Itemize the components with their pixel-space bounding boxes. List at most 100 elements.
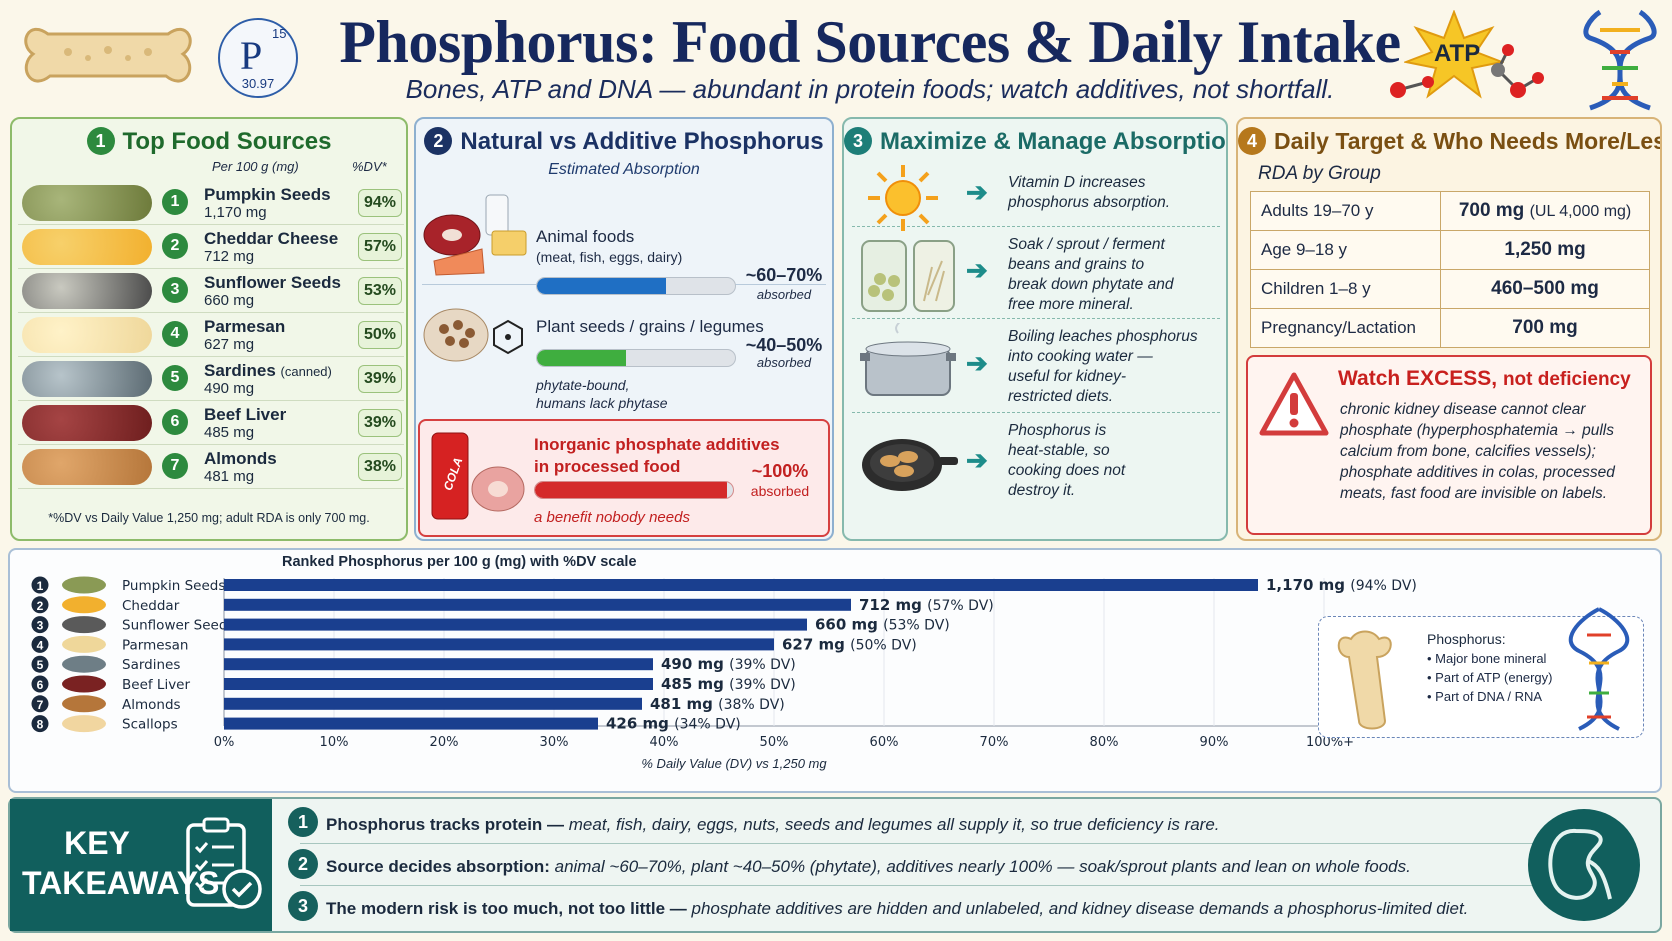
pan-icon [858,417,958,506]
absorption-tip-text: Vitamin D increases phosphorus absorption… [1008,173,1170,213]
food-mg: 490 mg [204,380,255,397]
rda-group: Children 1–8 y [1249,269,1442,309]
rda-group: Adults 19–70 y [1249,191,1442,231]
chart-value-dv: (39% DV) [729,677,796,693]
takeaway-number: 3 [288,891,318,921]
panel1-title: 1 Top Food Sources [12,127,406,156]
bone-illustration [18,14,198,100]
rda-row: Pregnancy/Lactation 700 mg [1249,308,1650,348]
plant-foods-label: Plant seeds / grains / legumes [536,317,764,336]
takeaway-number: 1 [288,807,318,837]
x-tick-label: 50% [760,735,789,750]
chart-bar [224,678,653,690]
food-rank: 5 [162,365,188,391]
x-tick-label: 40% [650,735,679,750]
chart-value-mg: 712 mg [859,596,927,614]
key-takeaways-label-2: TAKEAWAYS [22,865,220,901]
takeaway-lead: Source decides absorption: [326,857,550,876]
additive-absorption-pct: ~100% [751,461,809,481]
rda-value: 700 mg [1512,317,1578,338]
chart-rank-number: 8 [37,718,44,732]
element-badge: P 15 30.97 [218,18,298,98]
food-name-text: Almonds [204,449,277,468]
chart-rank-badge [31,655,49,673]
x-tick-label: 20% [430,735,459,750]
tip-line: beans and grains to [1008,256,1145,273]
key-takeaways-label: KEY TAKEAWAYS [22,823,220,903]
additive-absorption-fill [535,482,728,498]
chart-bar [224,638,774,651]
x-tick-label: 60% [870,735,899,750]
rda-group: Pregnancy/Lactation [1249,308,1442,348]
chart-rank-number: 6 [37,678,44,692]
panel3-number: 3 [844,127,872,155]
takeaway-item: 3 The modern risk is too much, not too li… [288,891,1468,925]
food-name: Parmesan [204,317,285,337]
tip-line: into cooking water — [1008,348,1153,365]
food-mg: 1,170 mg [204,204,267,221]
chart-value-mg: 485 mg [661,675,729,693]
food-row: 5 Sardines (canned) 490 mg 39% [18,357,404,401]
absorption-tip: ➔ Vitamin D increases phosphorus absorptio… [852,163,1220,231]
tip-line: Vitamin D increases [1008,174,1146,191]
plant-absorption-fill [537,350,627,366]
food-row: 1 Pumpkin Seeds 1,170 mg 94% [18,181,404,225]
page-subtitle: Bones, ATP and DNA — abundant in protein… [405,74,1335,104]
x-tick-label: 90% [1200,735,1229,750]
chart-value-dv: (50% DV) [850,637,917,653]
excess-title-a: Watch EXCESS, [1338,367,1498,390]
inset-bone-icon [1333,627,1413,731]
x-tick-label: 0% [214,735,235,750]
plant-detail-1: phytate-bound, [536,377,630,393]
x-axis-label: % Daily Value (DV) vs 1,250 mg [641,756,827,771]
food-mg: 660 mg [204,292,255,309]
chart-value-label: 660 mg (53% DV) [815,616,950,634]
chart-rank-badge [31,616,49,634]
chart-category-label: Sardines [122,657,180,673]
panel2-subtitle: Estimated Absorption [548,161,700,178]
absorption-tip-text: Soak / sprout / ferment beans and grains … [1008,235,1173,315]
tip-line: cooking does not [1008,462,1126,479]
chart-bar [224,658,653,671]
inset-title: Phosphorus: [1427,631,1506,647]
chart-food-thumb [62,635,106,653]
absorption-tip: ➔ Soak / sprout / ferment beans and grains… [852,227,1220,319]
tip-line: break down phytate and [1008,276,1174,293]
page-title: Phosphorus: Food Sources & Daily Intake [339,9,1401,75]
food-image [22,317,152,353]
food-name-text: Sardines [204,361,276,380]
chart-rank-number: 7 [37,698,44,712]
rda-group: Age 9–18 y [1249,230,1442,270]
chart-value-label: 485 mg (39% DV) [661,675,796,693]
cola-can-icon: COLA [426,427,526,527]
panel4-title-text: Daily Target & Who Needs More/Less [1274,128,1662,154]
absorption-tip: ➔ Boiling leaches phosphorus into cooking … [852,318,1220,413]
food-name: Almonds [204,449,277,469]
chart-food-thumb [62,655,106,673]
col-header-per100g: Per 100 g (mg) [212,159,299,174]
chart-rank-number: 2 [37,599,44,613]
chart-rank-badge [31,596,49,614]
food-dv-badge: 53% [358,277,402,305]
food-name: Pumpkin Seeds [204,185,331,205]
chart-rank-badge [31,675,49,693]
rda-ul: (UL 4,000 mg) [1529,203,1632,220]
plant-detail-2: humans lack phytase [536,395,668,411]
chart-category-label: Sunflower Seeds [122,618,234,634]
takeaway-rest: animal ~60–70%, plant ~40–50% (phytate),… [549,857,1411,876]
chart-bar [224,697,642,710]
chart-value-mg: 490 mg [661,655,729,673]
tip-line: destroy it. [1008,482,1076,499]
food-name-text: Sunflower Seeds [204,273,341,292]
chart-value-dv: (57% DV) [927,598,994,614]
takeaway-separator [300,885,1540,886]
chart-food-thumb [62,695,106,713]
food-mg: 712 mg [204,248,255,265]
inset-item-1: • Major bone mineral [1427,651,1547,666]
takeaway-number: 2 [288,849,318,879]
chart-category-label: Scallops [122,717,178,733]
rda-label: RDA by Group [1258,163,1381,184]
animal-absorbed-label: absorbed [756,287,812,302]
chart-value-label: 1,170 mg (94% DV) [1266,576,1417,594]
chart-bar [224,618,807,631]
